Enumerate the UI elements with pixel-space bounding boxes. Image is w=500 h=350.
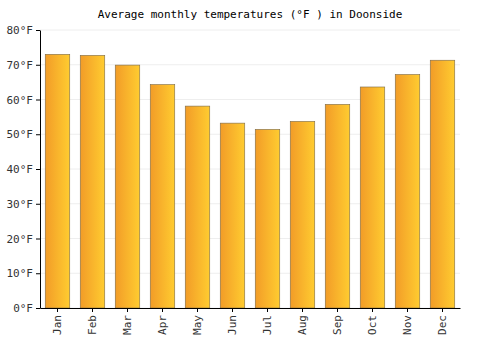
bar — [80, 55, 105, 308]
x-tick-mark — [162, 308, 163, 312]
x-tick-mark — [372, 308, 373, 312]
title: Average monthly temperatures (°F ) in Do… — [98, 8, 403, 21]
bar — [395, 74, 420, 308]
x-tick-mark — [197, 308, 198, 312]
bar — [290, 121, 315, 308]
x-tick: Oct — [366, 308, 379, 335]
y-tick: 10°F — [7, 267, 41, 280]
y-tick-mark — [36, 65, 40, 66]
bars — [45, 54, 455, 308]
x-tick: Jan — [51, 308, 64, 335]
y-tick-label: 50°F — [7, 128, 34, 141]
x-tick-mark — [232, 308, 233, 312]
x-axis-line — [41, 308, 461, 309]
y-tick-mark — [36, 134, 40, 135]
x-tick-label: Feb — [86, 315, 99, 335]
y-tick-label: 70°F — [7, 59, 34, 72]
x-tick-mark — [407, 308, 408, 312]
y-tick: 50°F — [7, 128, 41, 141]
x-tick: Sep — [331, 308, 344, 335]
bar — [255, 129, 280, 308]
x-tick-mark — [337, 308, 338, 312]
x-tick: Jun — [226, 308, 239, 335]
y-axis-line — [40, 31, 41, 309]
x-tick-label: Dec — [436, 315, 449, 335]
x-tick: Feb — [86, 308, 99, 335]
y-tick-mark — [36, 30, 40, 31]
x-tick: May — [191, 308, 204, 335]
x-tick-mark — [92, 308, 93, 312]
x-tick-label: Aug — [296, 315, 309, 335]
y-tick-label: 60°F — [7, 94, 34, 107]
y-tick: 60°F — [7, 94, 41, 107]
x-tick-mark — [442, 308, 443, 312]
chart: Average monthly temperatures (°F ) in Do… — [0, 0, 500, 350]
bar — [220, 123, 245, 308]
x-tick-label: Sep — [331, 315, 344, 335]
y-tick-label: 30°F — [7, 198, 34, 211]
x-tick: Aug — [296, 308, 309, 335]
x-axis: Jan Feb Mar Apr May Jun Jul Aug Sep Oct Nov Dec — [41, 308, 461, 335]
grid-line — [40, 30, 460, 31]
x-tick: Mar — [121, 308, 134, 335]
y-tick: 70°F — [7, 59, 41, 72]
y-tick-label: 10°F — [7, 267, 34, 280]
bar — [185, 106, 210, 308]
grid — [40, 30, 460, 308]
bar — [325, 104, 350, 308]
y-tick: 30°F — [7, 198, 41, 211]
x-tick-label: Mar — [121, 315, 134, 335]
x-tick-label: May — [191, 315, 204, 335]
x-tick-label: Oct — [366, 315, 379, 335]
y-tick-label: 80°F — [7, 24, 34, 37]
y-tick-mark — [36, 169, 40, 170]
y-tick: 40°F — [7, 163, 41, 176]
bar — [115, 65, 140, 308]
x-tick: Apr — [156, 308, 169, 335]
x-tick-label: Jan — [51, 315, 64, 335]
y-tick-mark — [36, 204, 40, 205]
y-tick-label: 20°F — [7, 233, 34, 246]
y-tick: 80°F — [7, 24, 41, 37]
y-tick-label: 40°F — [7, 163, 34, 176]
y-tick: 20°F — [7, 233, 41, 246]
x-tick-label: Jul — [261, 315, 274, 335]
y-tick-mark — [36, 100, 40, 101]
x-tick-label: Apr — [156, 315, 169, 335]
x-tick-mark — [267, 308, 268, 312]
y-axis: 0°F 10°F 20°F 30°F 40°F 50°F 60°F 70°F 80°F — [7, 24, 41, 315]
y-tick-mark — [36, 308, 40, 309]
x-tick-label: Jun — [226, 315, 239, 335]
y-tick-label: 0°F — [13, 302, 33, 315]
y-tick: 0°F — [13, 302, 40, 315]
y-tick-mark — [36, 239, 40, 240]
x-tick-label: Nov — [401, 315, 414, 335]
x-tick-mark — [57, 308, 58, 312]
x-tick: Nov — [401, 308, 414, 335]
bar — [150, 85, 175, 308]
x-tick-mark — [127, 308, 128, 312]
bar — [360, 87, 385, 308]
x-tick: Jul — [261, 308, 274, 335]
x-tick-mark — [302, 308, 303, 312]
plot: 0°F 10°F 20°F 30°F 40°F 50°F 60°F 70°F 80°F Jan Fe… — [7, 24, 461, 335]
y-tick-mark — [36, 273, 40, 274]
x-tick: Dec — [436, 308, 449, 335]
bar — [430, 60, 455, 308]
bar — [45, 54, 70, 308]
